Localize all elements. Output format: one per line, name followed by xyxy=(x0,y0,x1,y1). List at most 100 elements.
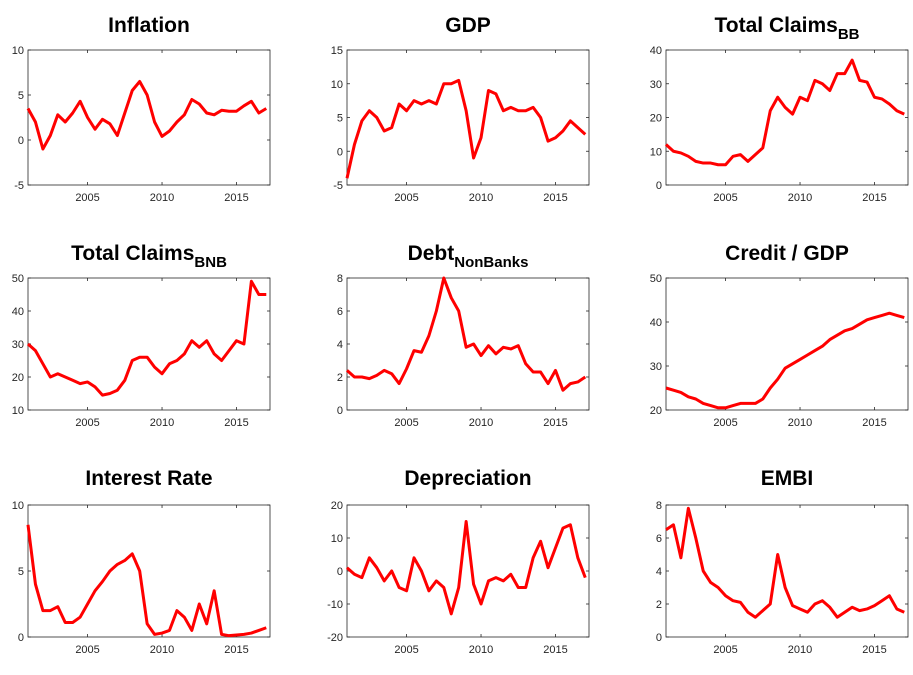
y-tick-label: 20 xyxy=(650,405,662,417)
y-tick-label: -5 xyxy=(14,180,24,192)
subplot-title: GDP xyxy=(445,14,491,37)
subplot-title: Total ClaimsBB xyxy=(715,14,860,43)
title-text: Debt xyxy=(408,242,455,265)
y-tick-label: 40 xyxy=(12,306,24,318)
x-tick-label: 2015 xyxy=(862,192,886,204)
title-text: Total Claims xyxy=(71,242,194,265)
y-tick-label: 0 xyxy=(337,146,343,158)
subplot-title: EMBI xyxy=(761,467,814,490)
subplot: Total ClaimsBNB 10 20 30 40 50 2005 2010 2015 xyxy=(12,242,271,429)
subplot: GDP -5 0 5 10 15 2005 2010 2015 xyxy=(331,14,590,204)
y-tick-label: 8 xyxy=(337,273,343,285)
data-line xyxy=(27,279,267,397)
title-subscript: BNB xyxy=(194,254,227,271)
y-tick-label: 20 xyxy=(12,372,24,384)
x-tick-label: 2005 xyxy=(394,192,418,204)
y-tick-label: 30 xyxy=(650,79,662,91)
title-text: Total Claims xyxy=(715,14,838,37)
axes-frame xyxy=(27,277,271,411)
x-tick-label: 2015 xyxy=(862,417,886,429)
x-tick-label: 2005 xyxy=(75,192,99,204)
y-tick-label: 10 xyxy=(12,500,24,512)
x-tick-label: 2005 xyxy=(394,417,418,429)
x-tick-label: 2015 xyxy=(543,417,567,429)
y-tick-label: 15 xyxy=(331,45,343,57)
y-tick-label: 10 xyxy=(12,405,24,417)
x-tick-label: 2015 xyxy=(862,644,886,656)
subplot: EMBI 0 2 4 6 8 2005 2010 2015 xyxy=(656,467,909,656)
data-line xyxy=(345,78,587,179)
x-tick-label: 2010 xyxy=(788,192,812,204)
title-text: Interest Rate xyxy=(85,467,212,490)
y-tick-label: 0 xyxy=(18,632,24,644)
title-text: Credit / GDP xyxy=(725,242,849,265)
subplot-title: Interest Rate xyxy=(85,467,212,490)
x-tick-label: 2010 xyxy=(150,192,174,204)
x-tick-label: 2010 xyxy=(150,417,174,429)
axes-frame xyxy=(346,277,590,411)
x-tick-label: 2005 xyxy=(713,417,737,429)
title-subscript: NonBanks xyxy=(454,254,528,271)
y-tick-label: 0 xyxy=(18,135,24,147)
y-tick-label: 5 xyxy=(18,90,24,102)
data-line xyxy=(665,506,905,619)
y-tick-label: 0 xyxy=(337,566,343,578)
x-tick-label: 2015 xyxy=(224,192,248,204)
y-tick-label: 5 xyxy=(18,566,24,578)
title-text: Inflation xyxy=(108,14,190,37)
subplot: Depreciation -20 -10 0 10 20 2005 2010 2015 xyxy=(327,467,590,656)
x-tick-label: 2015 xyxy=(224,644,248,656)
y-tick-label: 2 xyxy=(656,599,662,611)
y-tick-label: -20 xyxy=(327,632,343,644)
x-tick-label: 2010 xyxy=(788,644,812,656)
subplot-title: Depreciation xyxy=(404,467,531,490)
y-tick-label: -5 xyxy=(333,180,343,192)
y-tick-label: 10 xyxy=(331,533,343,545)
axes-frame xyxy=(27,504,271,638)
y-tick-label: 10 xyxy=(12,45,24,57)
data-line xyxy=(665,311,905,410)
y-tick-label: 50 xyxy=(650,273,662,285)
y-tick-label: 50 xyxy=(12,273,24,285)
y-tick-label: 8 xyxy=(656,500,662,512)
x-tick-label: 2015 xyxy=(543,644,567,656)
x-tick-label: 2005 xyxy=(713,192,737,204)
title-text: GDP xyxy=(445,14,491,37)
x-tick-label: 2010 xyxy=(469,192,493,204)
data-line xyxy=(26,80,268,151)
x-tick-label: 2010 xyxy=(469,644,493,656)
y-tick-label: 30 xyxy=(650,361,662,373)
y-tick-label: 4 xyxy=(656,566,662,578)
y-tick-label: 20 xyxy=(331,500,343,512)
title-text: EMBI xyxy=(761,467,814,490)
x-tick-label: 2005 xyxy=(75,417,99,429)
subplot: Inflation -5 0 5 10 2005 2010 2015 xyxy=(12,14,271,204)
data-line xyxy=(664,58,905,167)
y-tick-label: 4 xyxy=(337,339,343,351)
data-line xyxy=(26,524,267,638)
x-tick-label: 2015 xyxy=(224,417,248,429)
x-tick-label: 2005 xyxy=(75,644,99,656)
title-text: Depreciation xyxy=(404,467,531,490)
y-tick-label: 30 xyxy=(12,339,24,351)
data-line xyxy=(346,520,587,616)
x-tick-label: 2005 xyxy=(713,644,737,656)
subplot: Interest Rate 0 5 10 2005 2010 2015 xyxy=(12,467,271,656)
y-tick-label: 40 xyxy=(650,317,662,329)
y-tick-label: 6 xyxy=(656,533,662,545)
x-tick-label: 2005 xyxy=(394,644,418,656)
y-tick-label: 20 xyxy=(650,113,662,125)
x-tick-label: 2010 xyxy=(469,417,493,429)
subplot: DebtNonBanks 0 2 4 6 8 2005 2010 2015 xyxy=(337,242,590,429)
y-tick-label: 2 xyxy=(337,372,343,384)
subplot-title: Total ClaimsBNB xyxy=(71,242,227,271)
y-tick-label: 0 xyxy=(656,180,662,192)
subplot: Credit / GDP 20 30 40 50 2005 2010 2015 xyxy=(650,242,909,429)
y-tick-label: 40 xyxy=(650,45,662,57)
x-tick-label: 2015 xyxy=(543,192,567,204)
y-tick-label: 6 xyxy=(337,306,343,318)
subplot-title: Credit / GDP xyxy=(725,242,849,265)
y-tick-label: 5 xyxy=(337,113,343,125)
